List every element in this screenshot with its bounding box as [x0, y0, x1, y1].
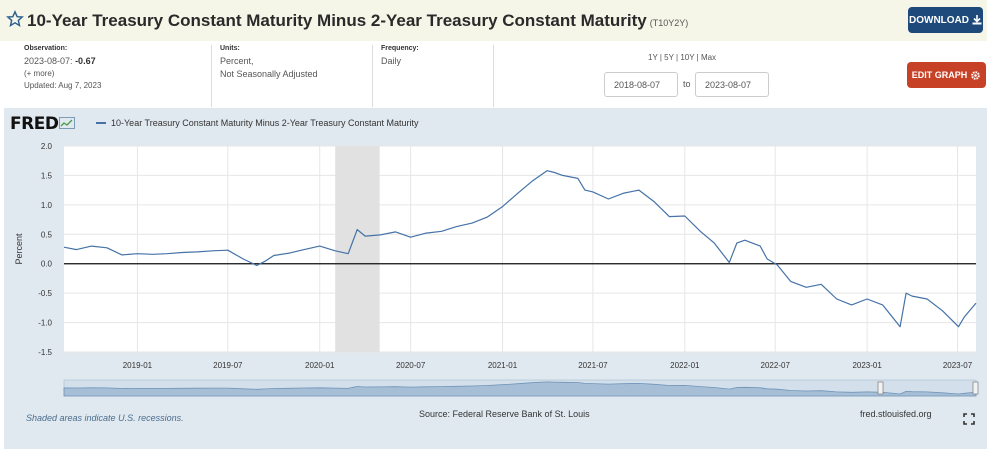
download-icon [972, 15, 982, 25]
x-tick-label: 2019-07 [213, 361, 243, 370]
range-links[interactable]: 1Y | 5Y | 10Y | Max [648, 53, 717, 62]
frequency-value: Daily [381, 56, 402, 66]
x-tick-label: 2020-07 [396, 361, 426, 370]
legend-label: 10-Year Treasury Constant Maturity Minus… [111, 118, 419, 128]
x-tick-label: 2023-01 [852, 361, 882, 370]
title-bar: 10-Year Treasury Constant Maturity Minus… [0, 0, 987, 41]
units-line1: Percent, [220, 56, 254, 66]
date-from-input[interactable]: 2018-08-07 [604, 72, 678, 97]
x-tick-label: 2021-01 [488, 361, 518, 370]
chart-legend: 10-Year Treasury Constant Maturity Minus… [96, 118, 418, 128]
source-text: Source: Federal Reserve Bank of St. Loui… [419, 409, 590, 419]
date-to-input[interactable]: 2023-08-07 [695, 72, 769, 97]
units-line2: Not Seasonally Adjusted [220, 69, 318, 79]
gear-icon [971, 70, 981, 80]
fred-logo: FRED [10, 114, 76, 134]
star-outline-icon[interactable] [6, 10, 24, 28]
download-label: DOWNLOAD [909, 14, 969, 26]
units-value: Percent, Not Seasonally Adjusted [220, 55, 372, 81]
legend-swatch [96, 122, 106, 124]
edit-graph-label: EDIT GRAPH [911, 70, 968, 80]
y-tick-label: 2.0 [41, 142, 53, 151]
observation-date: 2023-08-07: [24, 56, 73, 66]
x-tick-label: 2020-01 [305, 361, 335, 370]
recession-note: Shaded areas indicate U.S. recessions. [26, 413, 184, 423]
x-tick-label: 2022-07 [761, 361, 791, 370]
navigator-handle-left[interactable] [877, 381, 884, 395]
observation-value: -0.67 [75, 56, 96, 66]
frequency-block: Frequency: Daily [381, 45, 494, 107]
navigator-handle-right[interactable] [972, 381, 979, 395]
y-tick-label: -1.0 [38, 319, 52, 328]
edit-graph-button[interactable]: EDIT GRAPH [907, 62, 986, 88]
y-tick-label: -1.5 [38, 348, 52, 357]
site-link[interactable]: fred.stlouisfed.org [860, 409, 932, 419]
observation-line: 2023-08-07: -0.67 [24, 55, 211, 68]
observation-block: Observation: 2023-08-07: -0.67 (+ more) … [24, 45, 212, 107]
y-tick-label: 0.0 [41, 260, 53, 269]
y-tick-label: -0.5 [38, 289, 52, 298]
frequency-label: Frequency: [381, 45, 419, 52]
x-tick-label: 2019-01 [123, 361, 153, 370]
observation-label: Observation: [24, 45, 68, 52]
page-title: 10-Year Treasury Constant Maturity Minus… [27, 11, 688, 31]
navigator-series [63, 381, 977, 397]
y-axis-label: Percent [14, 233, 24, 265]
plot-area [64, 146, 976, 352]
download-button[interactable]: DOWNLOAD [908, 7, 983, 33]
series-line [63, 170, 977, 328]
units-label: Units: [220, 45, 240, 52]
x-tick-label: 2023-07 [943, 361, 973, 370]
y-tick-label: 1.0 [41, 201, 53, 210]
y-tick-label: 1.5 [41, 171, 53, 180]
recession-shading [335, 146, 380, 352]
y-tick-label: 0.5 [41, 230, 53, 239]
units-block: Units: Percent, Not Seasonally Adjusted [220, 45, 373, 107]
updated-date: Updated: Aug 7, 2023 [24, 81, 102, 90]
series-id: (T10Y2Y) [649, 18, 689, 28]
fred-chart-icon [59, 117, 76, 129]
more-link[interactable]: (+ more) [24, 69, 55, 78]
fred-logo-text: FRED [10, 114, 59, 134]
series-title: 10-Year Treasury Constant Maturity Minus… [27, 11, 647, 30]
x-tick-label: 2021-07 [578, 361, 608, 370]
x-tick-label: 2022-01 [670, 361, 700, 370]
to-label: to [683, 79, 691, 89]
fullscreen-icon[interactable] [963, 413, 975, 425]
series-metadata: Observation: 2023-08-07: -0.67 (+ more) … [0, 41, 987, 108]
